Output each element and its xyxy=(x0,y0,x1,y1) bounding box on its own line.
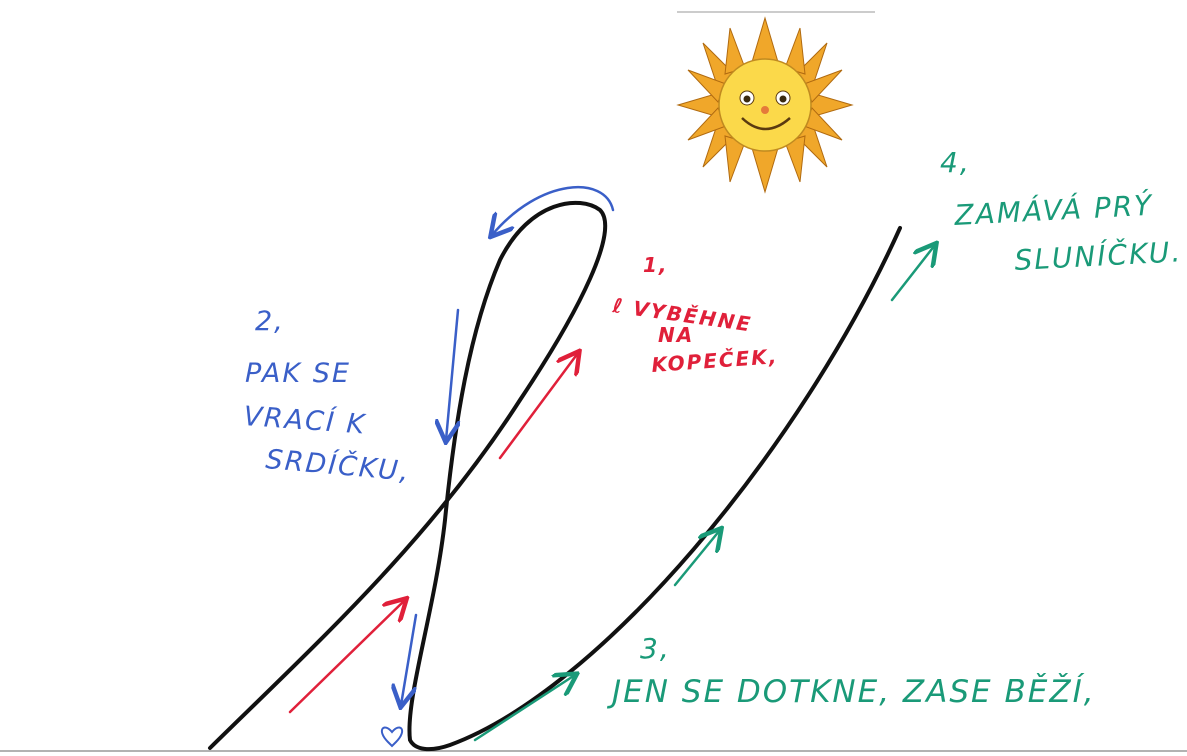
step-text: KOPEČEK, xyxy=(651,344,779,377)
step-text: NA xyxy=(658,323,694,347)
step-number: 4, xyxy=(940,146,971,179)
step-number: 2, xyxy=(255,306,285,337)
step-3: 3, JEN SE DOTKNE, ZASE BĚŽÍ, xyxy=(606,632,1096,710)
step-text: ZAMÁVÁ PRÝ xyxy=(953,188,1155,232)
step-4: 4, ZAMÁVÁ PRÝ SLUNÍČKU. xyxy=(940,146,1183,277)
heart xyxy=(382,727,402,746)
step-text: VRACÍ K xyxy=(243,400,368,441)
step-number: 1, xyxy=(643,253,669,277)
step-text: SRDÍČKU, xyxy=(264,443,411,488)
step-text: SLUNÍČKU. xyxy=(1014,234,1183,277)
page: {"steps": [ {"number": "1,", "lines": ["… xyxy=(0,0,1187,756)
step-number: 3, xyxy=(640,632,671,665)
step-text: JEN SE DOTKNE, ZASE BĚŽÍ, xyxy=(606,674,1096,710)
drawing: 1, ℓ VYBĚHNE NA KOPEČEK, 2, PAK SE VRACÍ… xyxy=(0,0,1187,756)
step-2: 2, PAK SE VRACÍ K SRDÍČKU, xyxy=(243,306,412,488)
step-text: PAK SE xyxy=(245,358,351,389)
step-1: 1, ℓ VYBĚHNE NA KOPEČEK, xyxy=(610,253,779,377)
sun xyxy=(678,18,852,192)
